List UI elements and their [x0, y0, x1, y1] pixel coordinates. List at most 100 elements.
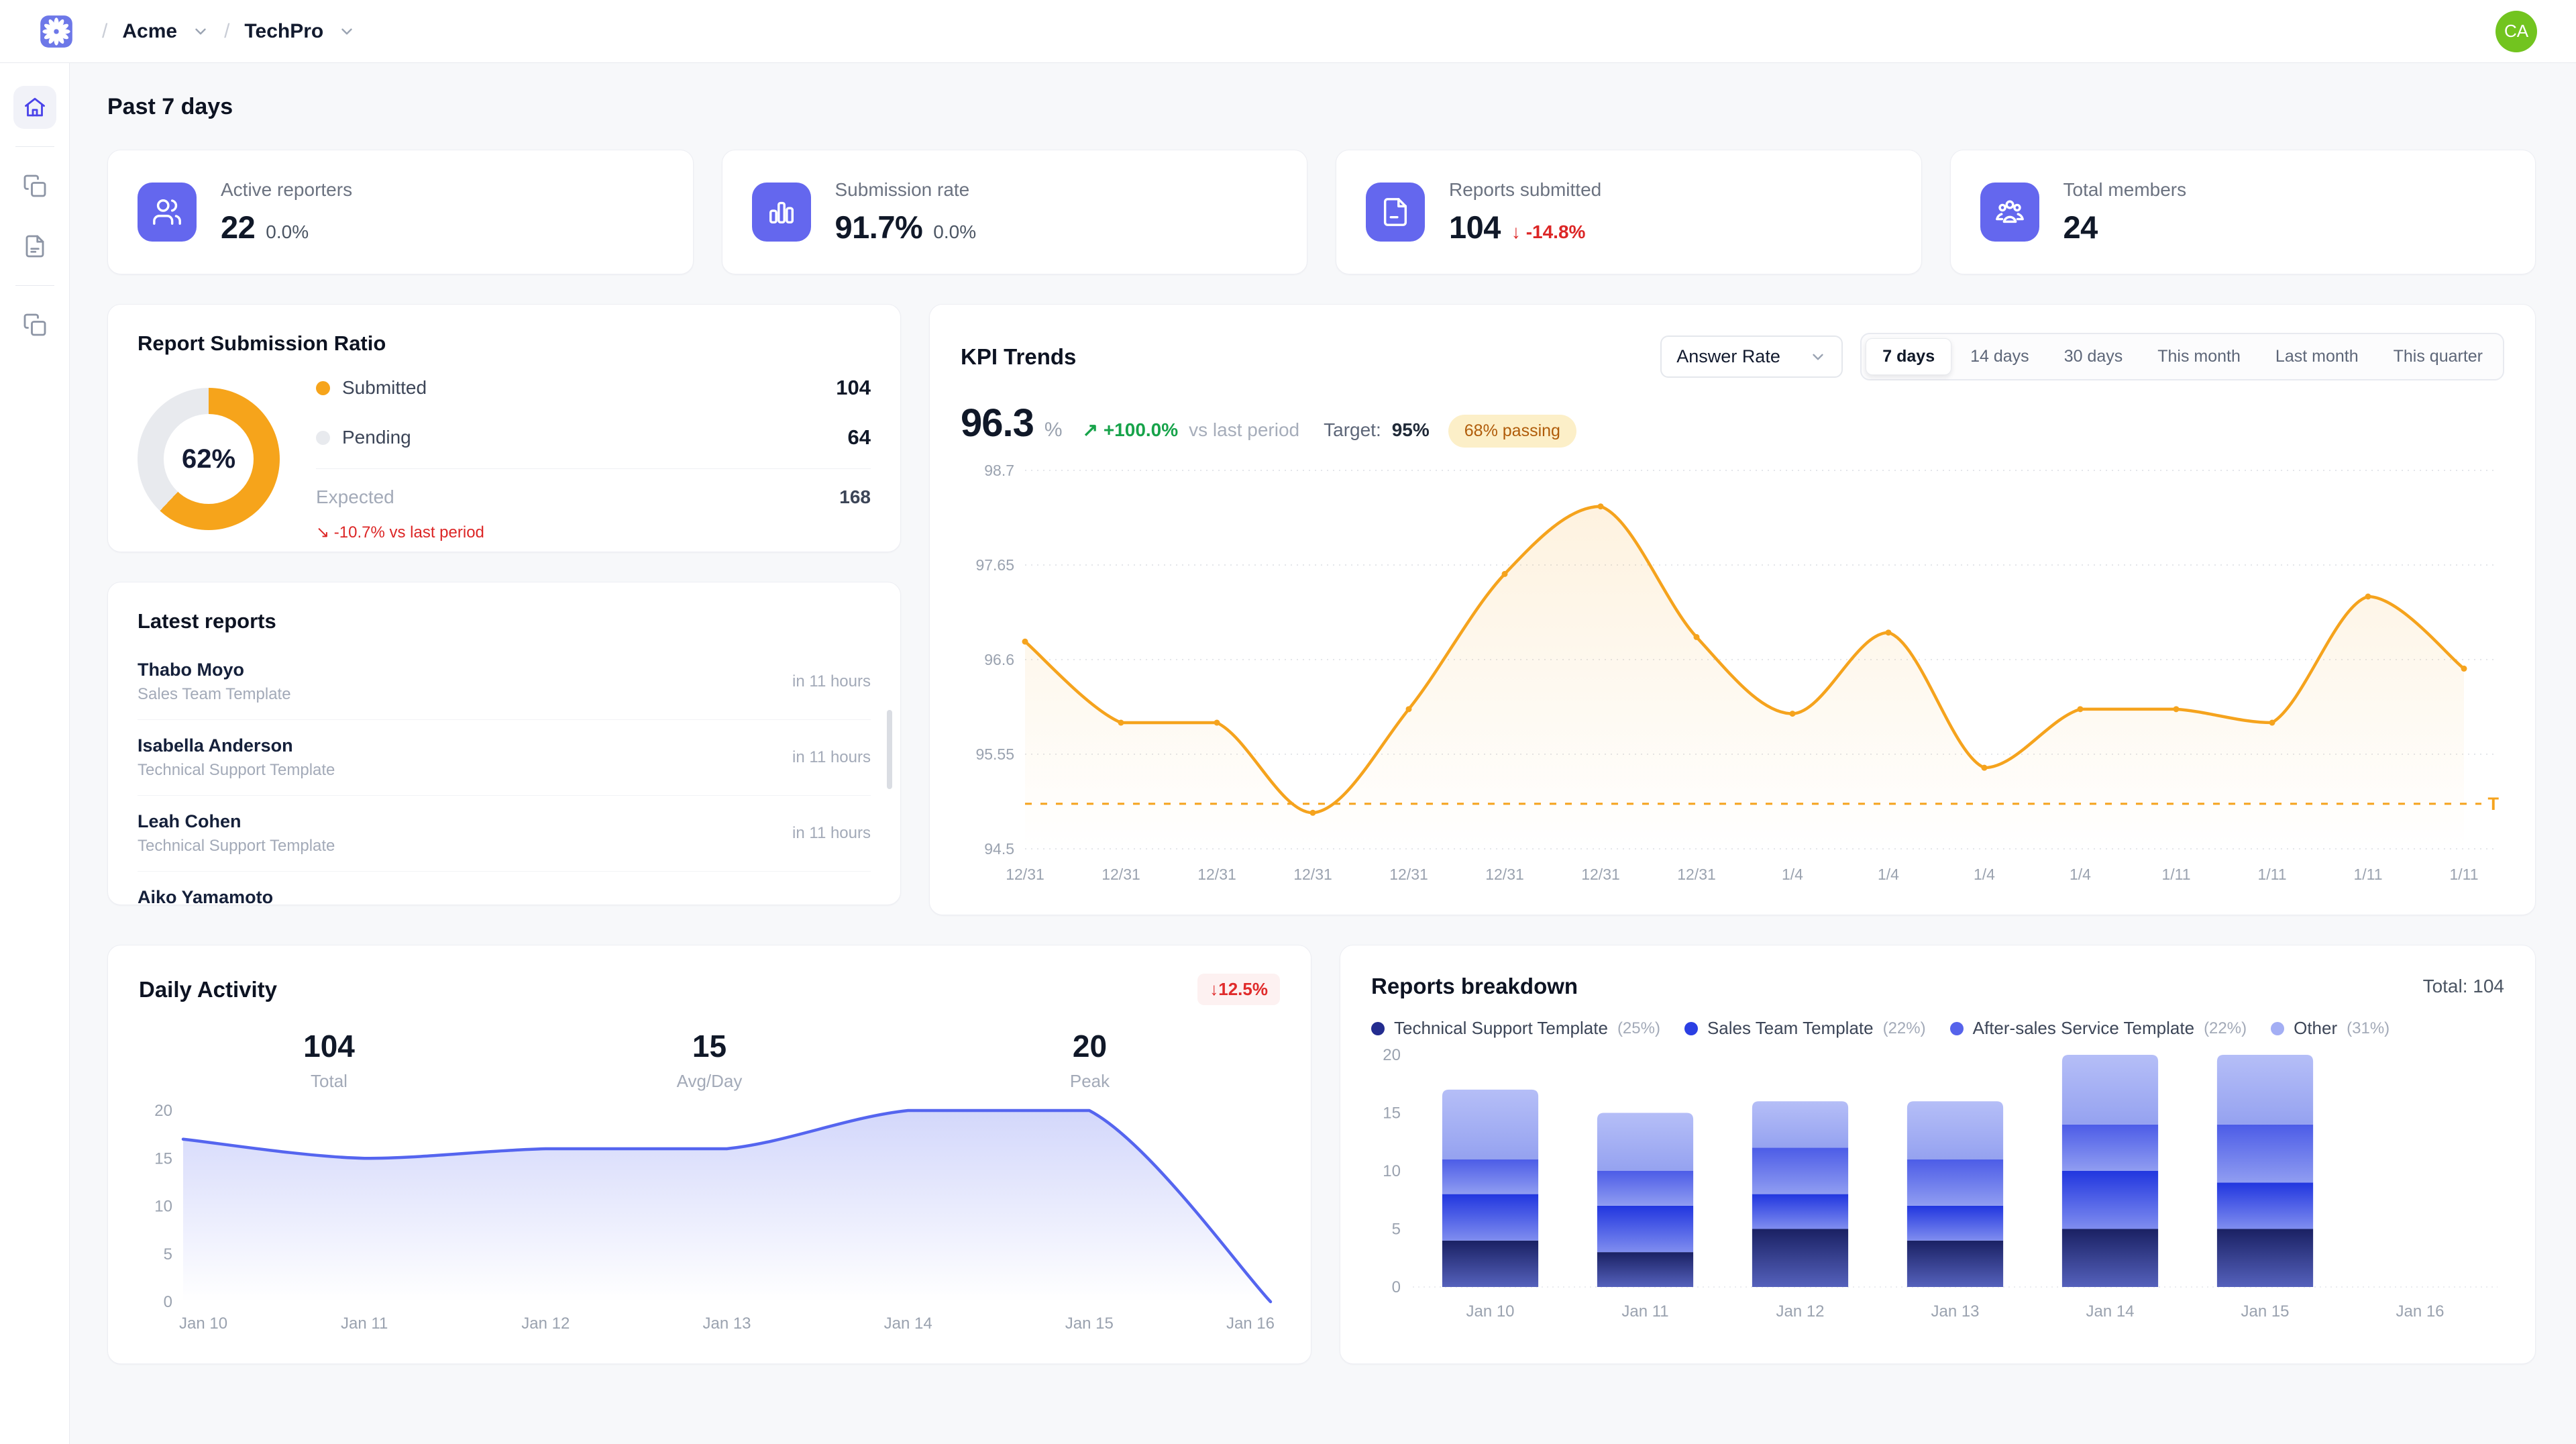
svg-text:1/11: 1/11	[2257, 866, 2286, 883]
arrow-up-right-icon: ↗	[1082, 419, 1099, 440]
stat-value: 22	[221, 209, 256, 245]
svg-text:12/31: 12/31	[1102, 866, 1140, 883]
report-template: Sales Team Template	[138, 685, 291, 703]
team-icon	[1995, 200, 2024, 223]
breadcrumb-item-workspace[interactable]: TechPro	[244, 19, 324, 42]
daily-stat-label: Avg/Day	[676, 1071, 743, 1091]
legend-value: 64	[847, 425, 871, 449]
svg-text:1/11: 1/11	[2449, 866, 2478, 883]
kpi-unit: %	[1044, 419, 1063, 441]
stat-card-total-members: Total members 24	[1949, 150, 2536, 274]
range-tab-7-days[interactable]: 7 days	[1866, 338, 1952, 375]
divider	[15, 146, 54, 147]
svg-text:Jan 15: Jan 15	[1065, 1314, 1114, 1333]
svg-text:12/31: 12/31	[1677, 866, 1716, 883]
breadcrumb-item-org[interactable]: Acme	[122, 19, 178, 42]
range-tabs: 7 days 14 days 30 days This month Last m…	[1860, 333, 2504, 380]
file-text-icon	[25, 235, 44, 258]
sidebar-item-archive[interactable]	[13, 303, 56, 346]
svg-text:20: 20	[154, 1102, 172, 1120]
donut-center-label: 62%	[181, 444, 236, 474]
legend-percent: (25%)	[1617, 1019, 1660, 1037]
report-template: Technical Support Template	[138, 761, 335, 779]
legend-dot	[1684, 1021, 1698, 1035]
legend-dot	[1949, 1021, 1964, 1035]
breakdown-stacked-bar-chart: 0 5 10 15 20 Jan 10 Jan 11 Jan 12 Jan 13 Jan 14 Ja…	[1371, 1044, 2504, 1326]
svg-text:T: T	[2488, 794, 2500, 814]
stat-value: 104	[1449, 209, 1501, 245]
sidebar-item-home[interactable]	[13, 86, 56, 129]
stat-card-reports-submitted: Reports submitted 104 ↓ -14.8%	[1336, 150, 1922, 274]
report-name: Aiko Yamamoto	[138, 887, 274, 905]
range-tab-30-days[interactable]: 30 days	[2063, 347, 2123, 366]
stat-label: Active reporters	[221, 178, 353, 200]
stat-icon-tile	[751, 183, 811, 242]
range-tab-this-month[interactable]: This month	[2157, 347, 2241, 366]
stat-card-submission-rate: Submission rate 91.7% 0.0%	[721, 150, 1307, 274]
svg-text:12/31: 12/31	[1006, 866, 1044, 883]
scrollbar[interactable]	[887, 710, 892, 789]
daily-stat-value: 104	[303, 1029, 355, 1064]
report-list-item[interactable]: Thabo Moyo Sales Team Template in 11 hou…	[138, 644, 871, 720]
legend-label: After-sales Service Template	[1972, 1018, 2195, 1038]
svg-text:Jan 10: Jan 10	[179, 1314, 227, 1333]
chevron-down-icon[interactable]	[338, 23, 356, 40]
reports-breakdown-card: Reports breakdown Total: 104 Technical S…	[1340, 945, 2536, 1364]
sidebar-item-templates[interactable]	[13, 225, 56, 268]
report-name: Thabo Moyo	[138, 660, 244, 680]
svg-text:12/31: 12/31	[1197, 866, 1236, 883]
svg-text:12/31: 12/31	[1389, 866, 1428, 883]
svg-text:15: 15	[1383, 1104, 1401, 1123]
svg-text:0: 0	[164, 1293, 172, 1311]
daily-stat-value: 15	[692, 1029, 727, 1064]
range-tab-this-quarter[interactable]: This quarter	[2393, 347, 2483, 366]
card-title: KPI Trends	[961, 344, 1077, 369]
daily-stat-avg: 15 Avg/Day	[519, 1028, 900, 1092]
svg-text:Jan 12: Jan 12	[521, 1314, 570, 1333]
report-list-item[interactable]: Aiko Yamamoto	[138, 872, 871, 905]
legend-percent: (31%)	[2347, 1019, 2390, 1037]
report-due: in 11 hours	[792, 748, 871, 766]
svg-text:Jan 14: Jan 14	[884, 1314, 932, 1333]
card-title: Report Submission Ratio	[138, 331, 386, 355]
donut-chart: 62%	[138, 388, 280, 530]
svg-text:1/4: 1/4	[1782, 866, 1803, 883]
report-list-item[interactable]: Isabella Anderson Technical Support Temp…	[138, 720, 871, 796]
svg-text:1/11: 1/11	[2161, 866, 2190, 883]
metric-select-value: Answer Rate	[1676, 346, 1780, 366]
svg-text:95.55: 95.55	[975, 745, 1014, 763]
avatar[interactable]: CA	[2496, 10, 2537, 52]
legend-item: Technical Support Template (25%)	[1371, 1018, 1660, 1039]
daily-stat-peak: 20 Peak	[900, 1028, 1280, 1092]
svg-text:Jan 13: Jan 13	[702, 1314, 751, 1333]
legend-label: Sales Team Template	[1707, 1018, 1874, 1038]
topbar: / Acme / TechPro CA	[0, 0, 2576, 63]
report-list-item[interactable]: Leah Cohen Technical Support Template in…	[138, 796, 871, 872]
svg-text:Jan 14: Jan 14	[2086, 1302, 2134, 1321]
daily-stat-label: Total	[311, 1071, 347, 1091]
svg-text:1/4: 1/4	[2070, 866, 2091, 883]
kpi-delta: ↗ +100.0%	[1082, 419, 1179, 440]
metric-select[interactable]: Answer Rate	[1660, 336, 1843, 378]
stat-value: 24	[2063, 209, 2098, 245]
daily-activity-card: Daily Activity ↓12.5% 104 Total 15 Avg/D…	[107, 945, 1311, 1364]
chevron-down-icon[interactable]	[192, 23, 209, 40]
svg-text:1/11: 1/11	[2353, 866, 2382, 883]
svg-text:5: 5	[1392, 1221, 1401, 1239]
svg-text:97.65: 97.65	[975, 556, 1014, 574]
sidebar-item-reports[interactable]	[13, 164, 56, 207]
card-title: Reports breakdown	[1371, 974, 1578, 998]
range-tab-last-month[interactable]: Last month	[2275, 347, 2359, 366]
kpi-trends-card: KPI Trends Answer Rate 7 days 14 days 30…	[929, 304, 2536, 915]
legend-percent: (22%)	[2204, 1019, 2247, 1037]
legend-label: Submitted	[342, 377, 427, 398]
card-title: Latest reports	[138, 609, 276, 633]
range-tab-14-days[interactable]: 14 days	[1970, 347, 2029, 366]
page-title: Past 7 days	[107, 94, 233, 119]
app-logo[interactable]	[39, 14, 74, 49]
breadcrumb-separator: /	[224, 19, 230, 42]
daily-stat-value: 20	[1072, 1029, 1108, 1064]
legend-label: Pending	[342, 427, 411, 448]
svg-text:20: 20	[1383, 1046, 1401, 1064]
svg-text:94.5: 94.5	[984, 840, 1014, 858]
